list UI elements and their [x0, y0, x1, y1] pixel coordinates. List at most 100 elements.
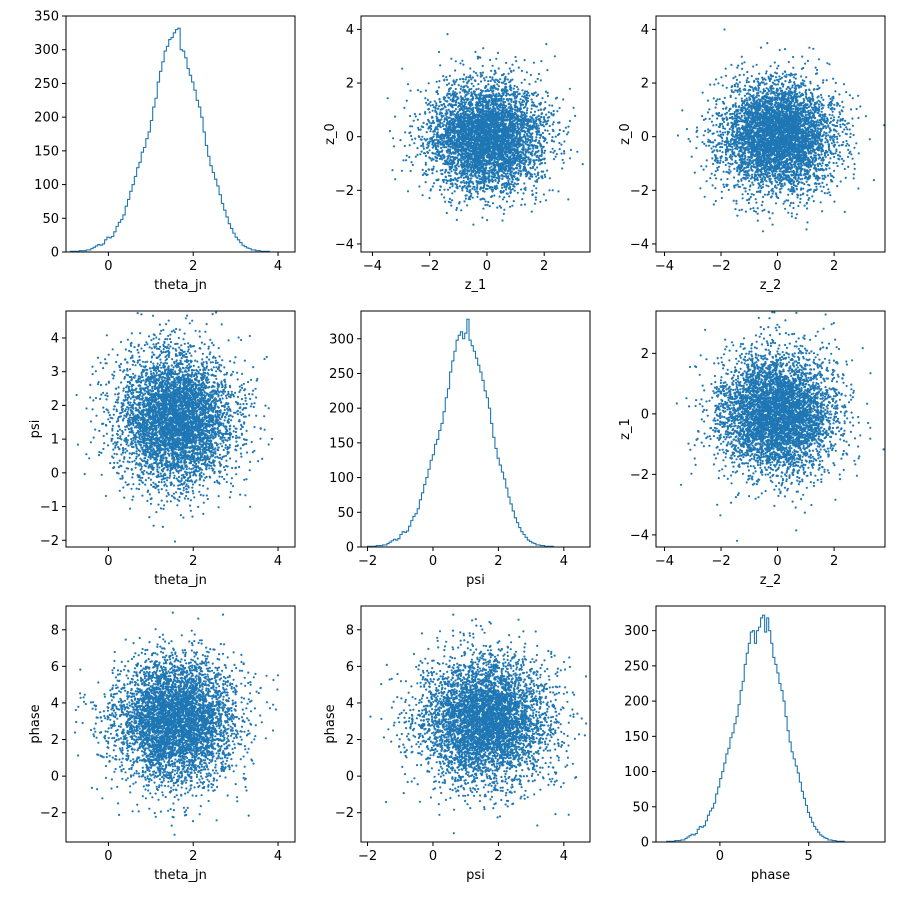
- scatter-point: [445, 142, 448, 145]
- scatter-point: [421, 173, 424, 177]
- scatter-point: [503, 186, 506, 189]
- scatter-point: [450, 178, 453, 181]
- scatter-point: [481, 216, 484, 219]
- scatter-point: [450, 170, 453, 173]
- scatter-point: [486, 154, 489, 157]
- scatter-point: [497, 112, 500, 115]
- scatter-point: [529, 175, 532, 178]
- scatter-point: [489, 179, 492, 182]
- scatter-point: [468, 138, 472, 141]
- scatter-point: [507, 106, 510, 109]
- scatter-point: [456, 137, 459, 140]
- scatter-point: [485, 84, 488, 88]
- scatter-point: [416, 118, 419, 121]
- scatter-point: [476, 160, 479, 164]
- scatter-point: [494, 135, 497, 138]
- scatter-point: [525, 109, 529, 112]
- scatter-point: [452, 96, 455, 99]
- scatter-point: [568, 119, 572, 123]
- scatter-point: [528, 135, 531, 138]
- scatter-point: [440, 156, 443, 159]
- scatter-point: [457, 110, 460, 114]
- scatter-point: [492, 108, 495, 111]
- scatter-point: [447, 90, 450, 93]
- scatter-point: [435, 112, 439, 116]
- scatter-point: [513, 172, 517, 175]
- scatter-point: [451, 155, 454, 158]
- scatter-point: [493, 172, 496, 175]
- scatter-point: [501, 219, 504, 222]
- scatter-point: [482, 170, 485, 173]
- scatter-point: [436, 125, 439, 128]
- scatter-point: [442, 75, 445, 78]
- scatter-point: [500, 99, 503, 102]
- scatter-point: [444, 113, 448, 116]
- scatter-point: [543, 149, 547, 152]
- scatter-point: [488, 148, 492, 151]
- scatter-point: [484, 116, 488, 119]
- scatter-point: [540, 112, 543, 116]
- scatter-point: [498, 205, 501, 208]
- scatter-point: [468, 182, 471, 185]
- scatter-point: [453, 142, 456, 145]
- scatter-point: [512, 69, 515, 72]
- scatter-point: [430, 127, 433, 131]
- scatter-point: [536, 173, 540, 177]
- scatter-point: [443, 155, 446, 158]
- scatter-point: [463, 91, 466, 94]
- scatter-point: [540, 115, 543, 118]
- scatter-point: [498, 143, 501, 146]
- x-axis-label: theta_jn: [154, 278, 207, 293]
- scatter-point: [534, 152, 537, 155]
- scatter-point: [548, 124, 551, 128]
- scatter-point: [516, 191, 519, 194]
- scatter-point: [469, 101, 472, 104]
- scatter-point: [525, 151, 528, 154]
- scatter-point: [522, 192, 525, 195]
- scatter-point: [520, 69, 524, 72]
- scatter-point: [523, 78, 526, 81]
- scatter-point: [479, 80, 483, 83]
- scatter-point: [540, 158, 543, 162]
- scatter-point: [443, 188, 446, 191]
- scatter-point: [454, 150, 457, 154]
- scatter-point: [462, 145, 465, 148]
- scatter-point: [423, 152, 426, 155]
- scatter-point: [469, 168, 472, 171]
- scatter-point: [490, 122, 494, 125]
- scatter-point: [513, 175, 516, 178]
- scatter-point: [476, 143, 479, 146]
- scatter-point: [451, 136, 454, 139]
- scatter-point: [424, 172, 427, 175]
- scatter-point: [525, 94, 528, 97]
- scatter-point: [462, 126, 466, 129]
- scatter-point: [509, 152, 512, 155]
- scatter-point: [572, 106, 575, 109]
- scatter-point: [533, 110, 537, 113]
- scatter-point: [459, 62, 462, 65]
- scatter-point: [463, 130, 466, 133]
- scatter-point: [454, 60, 457, 63]
- scatter-point: [465, 84, 468, 87]
- scatter-point: [449, 140, 452, 143]
- scatter-point: [509, 205, 512, 208]
- scatter-point: [461, 59, 464, 62]
- scatter-point: [438, 105, 441, 108]
- scatter-point: [460, 85, 463, 88]
- scatter-point: [416, 89, 420, 92]
- scatter-point: [466, 190, 469, 193]
- scatter-point: [435, 178, 438, 181]
- histogram-step-line: [69, 27, 295, 252]
- scatter-point: [498, 131, 501, 134]
- scatter-point: [448, 116, 451, 119]
- scatter-point: [478, 140, 481, 143]
- scatter-point: [455, 167, 458, 170]
- scatter-point: [534, 105, 537, 108]
- scatter-point: [467, 152, 470, 155]
- scatter-point: [513, 182, 516, 185]
- scatter-point: [490, 153, 493, 156]
- scatter-point: [531, 135, 534, 138]
- scatter-point: [442, 103, 445, 106]
- scatter-point: [532, 93, 535, 97]
- scatter-point: [475, 129, 478, 132]
